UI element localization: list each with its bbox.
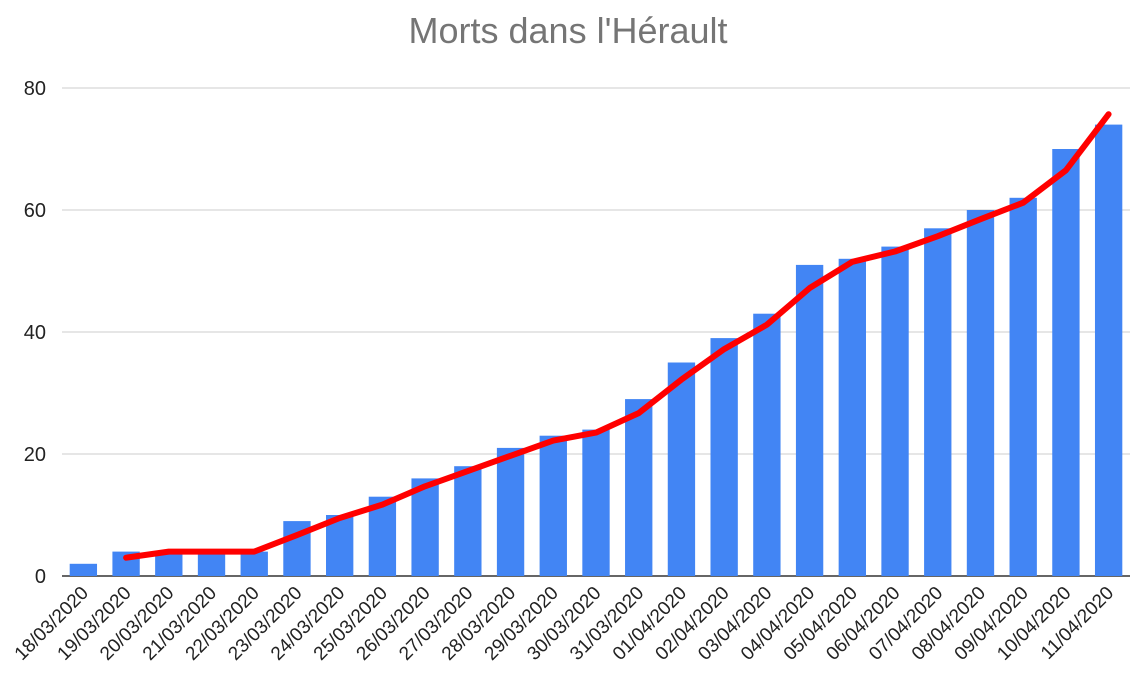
y-tick-label: 80: [24, 78, 46, 100]
bar-02/04/2020: [710, 338, 738, 576]
bar-18/03/2020: [69, 563, 98, 576]
bar-27/03/2020: [454, 466, 482, 576]
bar-06/04/2020: [881, 246, 909, 576]
bar-21/03/2020: [197, 551, 226, 576]
bar-09/04/2020: [1009, 197, 1037, 577]
bar-07/04/2020: [924, 228, 952, 577]
bar-31/03/2020: [625, 399, 653, 576]
trend-line-group: [123, 111, 1112, 561]
bar-26/03/2020: [411, 478, 439, 576]
bar-11/04/2020: [1094, 124, 1123, 576]
bar-28/03/2020: [496, 447, 525, 576]
bar-04/04/2020: [795, 264, 824, 576]
y-tick-label: 60: [24, 200, 46, 222]
bar-30/03/2020: [582, 429, 610, 576]
y-axis-ticks: 0 20 40 60 80: [24, 78, 46, 588]
chart-title: Morts dans l'Hérault: [408, 10, 728, 51]
trend-line: [123, 111, 1112, 561]
bar-01/04/2020: [667, 362, 696, 576]
bar-05/04/2020: [838, 258, 866, 576]
y-tick-label: 40: [24, 322, 46, 344]
bar-series: [69, 124, 1123, 577]
bar-24/03/2020: [326, 515, 354, 576]
bar-29/03/2020: [539, 435, 567, 576]
y-tick-label: 20: [24, 444, 46, 466]
bar-22/03/2020: [240, 551, 268, 576]
bar-03/04/2020: [753, 313, 781, 576]
bar-10/04/2020: [1052, 149, 1080, 576]
bar-08/04/2020: [966, 210, 995, 576]
x-axis-ticks: 18/03/202019/03/202020/03/202021/03/2020…: [11, 583, 1118, 665]
y-tick-label: 0: [35, 566, 46, 588]
